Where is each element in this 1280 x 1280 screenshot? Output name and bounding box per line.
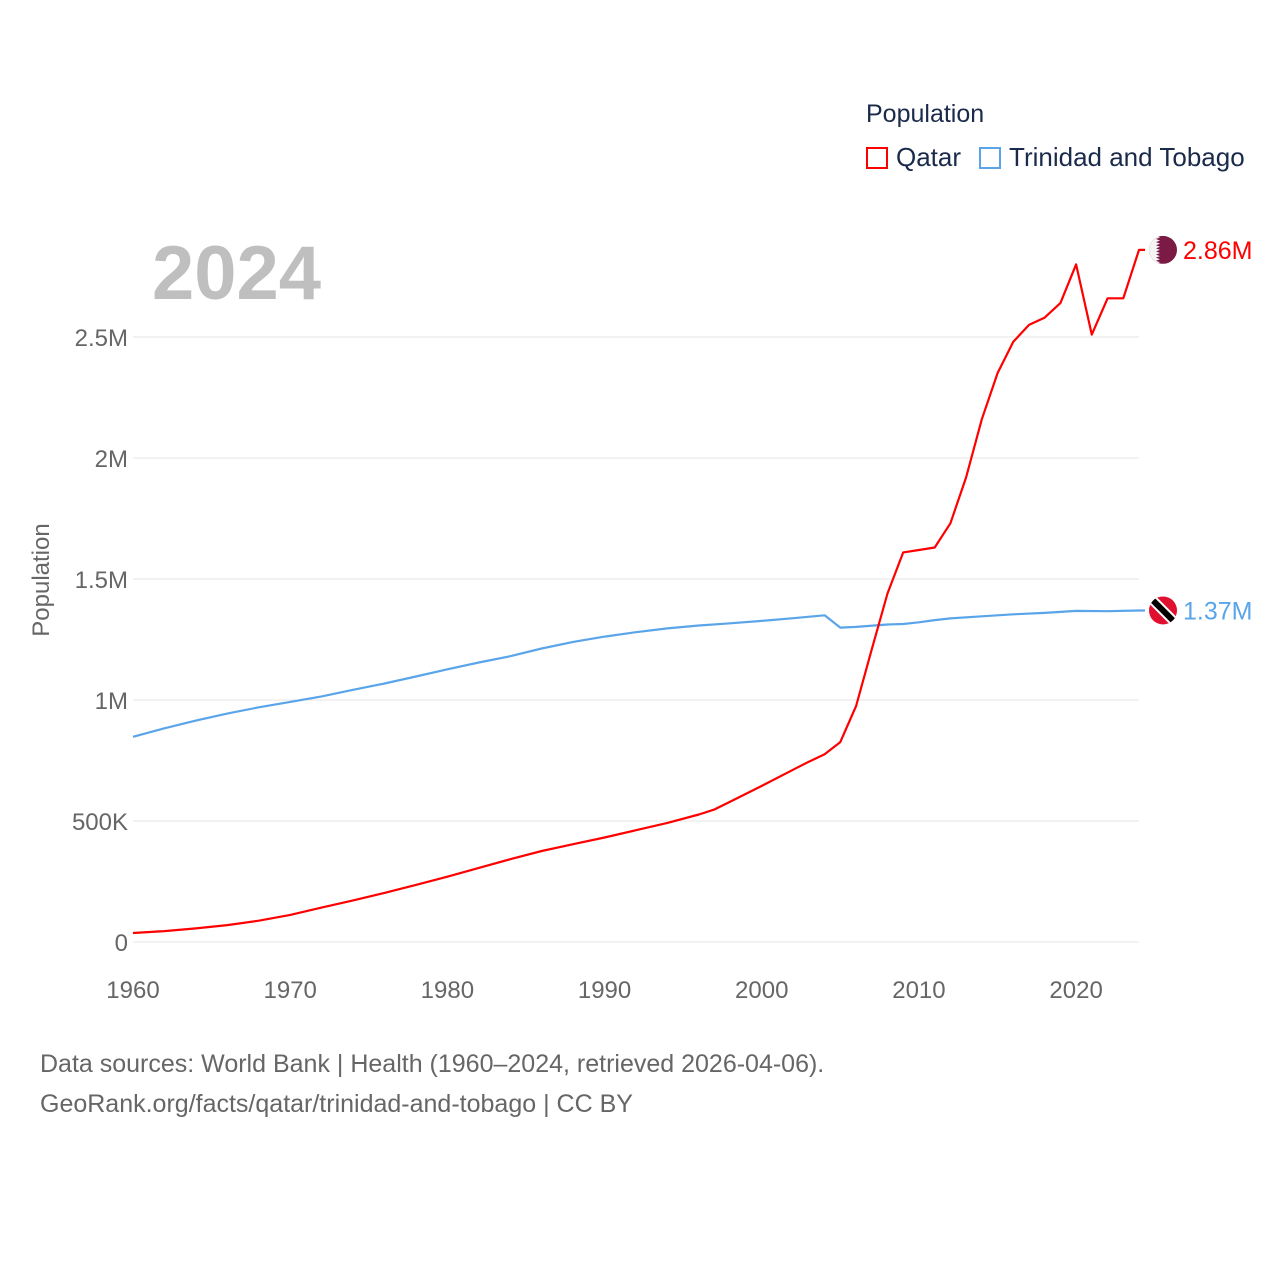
end-value-label: 1.37M <box>1183 597 1252 625</box>
series-line-qatar <box>132 248 1145 935</box>
x-tick-label: 1990 <box>578 977 631 1004</box>
y-tick-label: 2.5M <box>75 325 128 352</box>
qatar-flag-icon <box>1149 235 1177 264</box>
footer-link[interactable]: GeoRank.org/facts/qatar/trinidad-and-tob… <box>40 1090 633 1118</box>
y-tick-label: 1M <box>95 688 128 715</box>
footer-source: Data sources: World Bank | Health (1960–… <box>40 1050 825 1078</box>
x-tick-label: 2010 <box>892 977 945 1004</box>
x-tick-label: 1980 <box>421 977 474 1004</box>
y-axis-label: Population <box>28 523 55 637</box>
legend-title: Population <box>866 100 985 128</box>
y-tick-label: 1.5M <box>75 567 128 594</box>
current-year-label: 2024 <box>152 231 322 316</box>
legend-label-trinidad[interactable]: Trinidad and Tobago <box>1009 142 1245 172</box>
y-tick-label: 500K <box>72 809 128 836</box>
trinidad-and-tobago-flag-icon <box>1149 596 1177 625</box>
x-tick-label: 2000 <box>735 977 788 1004</box>
x-tick-label: 1970 <box>263 977 316 1004</box>
legend: Qatar Trinidad and Tobago <box>866 142 1245 173</box>
legend-swatch-trinidad <box>979 146 1002 169</box>
legend-swatch-qatar <box>866 146 888 169</box>
end-value-label: 2.86M <box>1183 237 1252 265</box>
legend-label-qatar[interactable]: Qatar <box>896 142 962 172</box>
footer: Data sources: World Bank | Health (1960–… <box>40 1044 824 1124</box>
x-tick-label: 2020 <box>1049 977 1102 1004</box>
y-tick-label: 0 <box>115 930 128 957</box>
x-tick-label: 1960 <box>106 977 159 1004</box>
y-tick-label: 2M <box>95 446 128 473</box>
series-line-trinidad-and-tobago <box>132 609 1145 738</box>
